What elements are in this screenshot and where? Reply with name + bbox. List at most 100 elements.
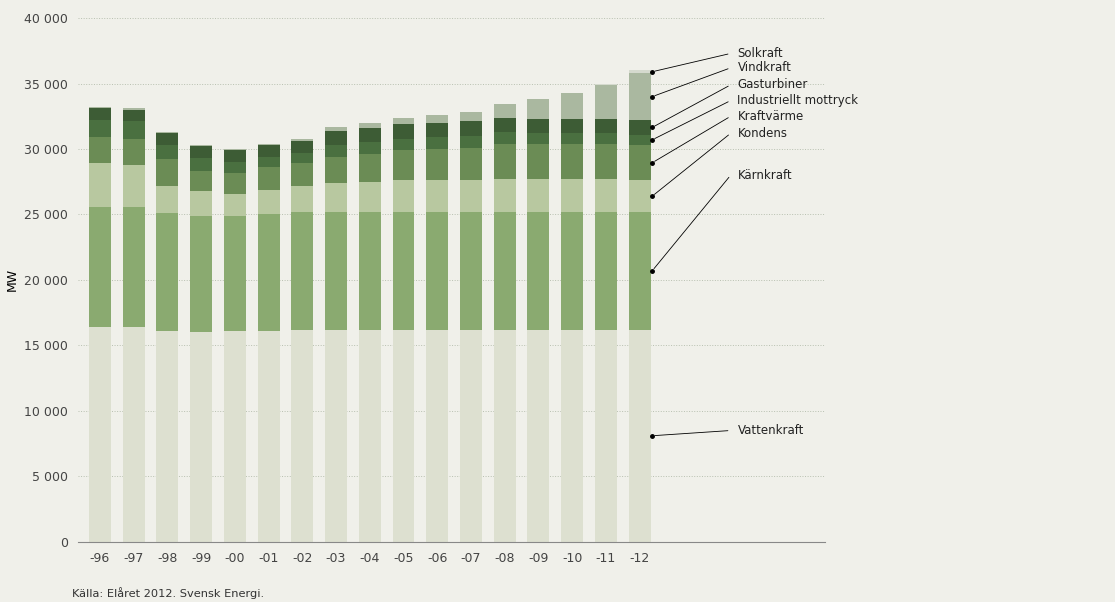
- Bar: [224, 173, 245, 193]
- Text: Vindkraft: Vindkraft: [737, 61, 792, 74]
- Bar: [629, 135, 650, 145]
- Bar: [561, 144, 583, 179]
- Bar: [629, 70, 650, 73]
- Bar: [460, 147, 482, 181]
- Bar: [595, 179, 617, 212]
- Bar: [191, 145, 212, 146]
- Bar: [392, 150, 415, 181]
- Bar: [326, 145, 347, 157]
- Bar: [326, 212, 347, 330]
- Bar: [527, 119, 550, 133]
- Bar: [595, 144, 617, 179]
- Bar: [460, 181, 482, 212]
- Bar: [89, 108, 110, 120]
- Bar: [426, 137, 448, 149]
- Bar: [123, 138, 145, 165]
- Bar: [258, 214, 280, 331]
- Bar: [426, 330, 448, 542]
- Bar: [426, 149, 448, 181]
- Bar: [460, 212, 482, 330]
- Bar: [326, 127, 347, 131]
- Bar: [258, 190, 280, 214]
- Bar: [156, 331, 178, 542]
- Bar: [224, 162, 245, 173]
- Bar: [123, 165, 145, 206]
- Bar: [527, 144, 550, 179]
- Bar: [224, 193, 245, 216]
- Bar: [392, 138, 415, 150]
- Bar: [156, 185, 178, 213]
- Bar: [494, 330, 515, 542]
- Bar: [494, 132, 515, 144]
- Bar: [156, 160, 178, 185]
- Bar: [89, 137, 110, 163]
- Bar: [359, 182, 380, 212]
- Text: Vattenkraft: Vattenkraft: [737, 424, 804, 437]
- Bar: [224, 331, 245, 542]
- Bar: [123, 122, 145, 138]
- Bar: [494, 179, 515, 212]
- Bar: [89, 120, 110, 137]
- Bar: [494, 212, 515, 330]
- Bar: [326, 330, 347, 542]
- Bar: [89, 107, 110, 108]
- Bar: [89, 327, 110, 542]
- Bar: [156, 132, 178, 133]
- Bar: [326, 157, 347, 183]
- Bar: [629, 181, 650, 212]
- Bar: [392, 330, 415, 542]
- Bar: [629, 212, 650, 330]
- Bar: [359, 143, 380, 154]
- Bar: [595, 212, 617, 330]
- Bar: [595, 133, 617, 144]
- Y-axis label: MW: MW: [6, 268, 19, 291]
- Bar: [392, 117, 415, 124]
- Bar: [561, 93, 583, 119]
- Bar: [191, 216, 212, 332]
- Bar: [460, 136, 482, 147]
- Bar: [258, 167, 280, 190]
- Bar: [123, 110, 145, 122]
- Bar: [629, 73, 650, 120]
- Bar: [258, 331, 280, 542]
- Bar: [426, 212, 448, 330]
- Bar: [123, 108, 145, 110]
- Bar: [191, 146, 212, 158]
- Bar: [460, 113, 482, 122]
- Bar: [191, 191, 212, 216]
- Bar: [89, 163, 110, 206]
- Bar: [291, 163, 313, 185]
- Bar: [426, 181, 448, 212]
- Bar: [89, 206, 110, 327]
- Bar: [291, 153, 313, 163]
- Bar: [291, 141, 313, 153]
- Bar: [392, 212, 415, 330]
- Bar: [224, 150, 245, 162]
- Bar: [359, 154, 380, 182]
- Bar: [291, 330, 313, 542]
- Text: Industriellt mottryck: Industriellt mottryck: [737, 94, 859, 107]
- Bar: [191, 171, 212, 191]
- Bar: [359, 128, 380, 143]
- Bar: [629, 145, 650, 181]
- Bar: [595, 85, 617, 119]
- Bar: [123, 327, 145, 542]
- Bar: [156, 213, 178, 331]
- Text: Källa: Elåret 2012. Svensk Energi.: Källa: Elåret 2012. Svensk Energi.: [72, 587, 264, 599]
- Text: Solkraft: Solkraft: [737, 47, 783, 60]
- Bar: [595, 84, 617, 85]
- Bar: [123, 206, 145, 327]
- Bar: [426, 123, 448, 137]
- Bar: [494, 117, 515, 132]
- Bar: [291, 185, 313, 212]
- Bar: [156, 145, 178, 160]
- Text: Gasturbiner: Gasturbiner: [737, 78, 807, 92]
- Bar: [291, 212, 313, 330]
- Bar: [359, 123, 380, 128]
- Bar: [156, 133, 178, 145]
- Bar: [460, 330, 482, 542]
- Bar: [494, 105, 515, 117]
- Text: Kraftvärme: Kraftvärme: [737, 110, 804, 123]
- Text: Kärnkraft: Kärnkraft: [737, 169, 792, 182]
- Bar: [258, 157, 280, 167]
